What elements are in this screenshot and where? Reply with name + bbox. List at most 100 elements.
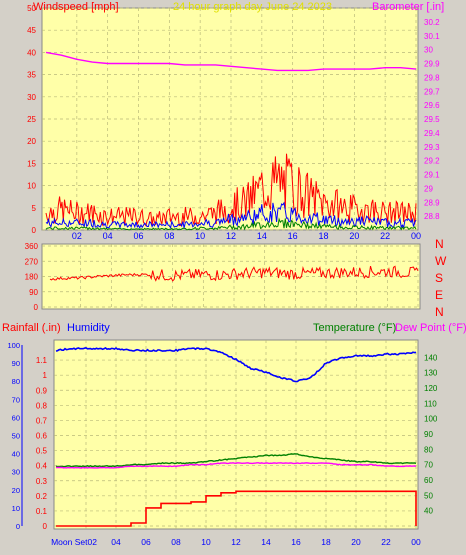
humidity-tick-label: 60 [12, 413, 20, 422]
wind-average-line [45, 201, 417, 230]
wind-x-tick-label: 04 [103, 231, 113, 241]
rain-humidity-temp-panel: 0 0.1 0.2 0.3 0.4 0.5 0.6 0.7 0.8 0.9 1 1.1 0 10 20 30 4… [7, 339, 438, 547]
wind-x-tick-label: 10 [195, 231, 205, 241]
rain-panel-axes: 0 0.1 0.2 0.3 0.4 0.5 0.6 0.7 0.8 0.9 1 1.1 0 10 20 30 4… [7, 341, 437, 547]
rainfall-tick-label: 0.4 [36, 462, 48, 471]
windspeed-tick-label: 15 [27, 159, 36, 168]
temperature-tick-label: 50 [424, 491, 433, 500]
rainfall-axis-label: Rainfall (.in) [2, 322, 61, 334]
rain-panel-grid [54, 340, 418, 529]
rainfall-tick-label: 1.1 [36, 356, 48, 365]
humidity-tick-label: 90 [12, 359, 20, 368]
rainfall-tick-label: 0.2 [36, 492, 48, 501]
barometer-tick-label: 30.2 [424, 18, 440, 27]
wind-gust-line [45, 153, 417, 227]
barometer-line [45, 51, 417, 72]
windspeed-tick-label: 20 [27, 137, 36, 146]
temperature-tick-label: 80 [424, 445, 433, 454]
windspeed-tick-label: 40 [27, 48, 36, 57]
barometer-tick-label: 29.3 [424, 143, 440, 152]
rain-x-tick-label: 12 [231, 537, 241, 547]
rain-panel-plot [55, 346, 417, 527]
direction-tick-label: 0 [34, 303, 39, 312]
humidity-tick-label: 40 [12, 450, 20, 459]
rain-x-tick-label: 10 [201, 537, 211, 547]
compass-label: E [435, 288, 443, 302]
rain-x-tick-label: 08 [171, 537, 181, 547]
temperature-tick-label: 90 [424, 430, 433, 439]
wind-panel-axes: 02 04 06 08 10 12 14 16 18 20 22 000510152025303540… [27, 4, 440, 241]
barometer-tick-label: 29.2 [424, 157, 440, 166]
barometer-tick-label: 29.6 [424, 101, 440, 110]
wind-x-tick-label: 08 [164, 231, 174, 241]
direction-tick-label: 90 [29, 288, 38, 297]
temperature-tick-label: 110 [424, 399, 437, 408]
dewpoint-line [56, 462, 417, 469]
temperature-axis-label: Temperature (°F) [313, 322, 396, 334]
rainfall-tick-label: 0 [43, 522, 48, 531]
windspeed-tick-label: 45 [27, 26, 36, 35]
humidity-tick-label: 30 [12, 468, 20, 477]
wind-x-tick-label: 20 [349, 231, 359, 241]
barometer-tick-label: 29 [424, 184, 433, 193]
dewpoint-axis-label: Dew Point (°F) [395, 322, 466, 334]
windspeed-tick-label: 35 [27, 71, 36, 80]
windspeed-tick-label: 50 [27, 4, 36, 13]
temperature-line [55, 453, 417, 468]
barometer-tick-label: 29.8 [424, 73, 440, 82]
temperature-tick-label: 40 [424, 507, 433, 516]
rain-x-tick-label: 04 [111, 537, 121, 547]
barometer-tick-label: 30 [424, 46, 433, 55]
barometer-tick-label: 29.5 [424, 115, 440, 124]
barometer-tick-label: 29.1 [424, 171, 440, 180]
windspeed-tick-label: 5 [32, 204, 37, 213]
barometer-tick-label: 29.7 [424, 87, 440, 96]
temperature-tick-label: 140 [424, 353, 438, 362]
compass-label: N [435, 237, 444, 251]
humidity-tick-label: 100 [7, 341, 20, 350]
rain-x-tick-label: Moon Set02 [51, 537, 97, 547]
barometer-axis-label: Barometer [.in] [372, 1, 444, 13]
humidity-tick-label: 20 [12, 486, 20, 495]
wind-x-tick-label: 22 [380, 231, 390, 241]
wind-x-tick-label: 02 [72, 231, 82, 241]
rainfall-tick-label: 1 [43, 371, 48, 380]
wind-x-tick-label: 18 [318, 231, 328, 241]
wind-x-tick-label: 06 [133, 231, 143, 241]
humidity-line [55, 346, 417, 383]
windspeed-tick-label: 30 [27, 93, 36, 102]
windspeed-tick-label: 0 [32, 226, 37, 235]
windspeed-axis-label: Windspeed [mph] [33, 1, 119, 13]
compass-label: N [435, 305, 444, 319]
barometer-tick-label: 29.4 [424, 129, 440, 138]
rain-x-tick-label: 16 [291, 537, 301, 547]
rain-x-tick-label: 22 [381, 537, 391, 547]
wind-direction-line [49, 265, 419, 282]
compass-label: W [435, 254, 447, 268]
direction-tick-label: 270 [25, 257, 39, 266]
rain-x-tick-label: 18 [321, 537, 331, 547]
direction-tick-label: 180 [25, 273, 39, 282]
rainfall-tick-label: 0.8 [36, 401, 48, 410]
direction-panel-grid [42, 244, 420, 309]
rainfall-tick-label: 0.6 [36, 432, 48, 441]
temperature-tick-label: 70 [424, 461, 433, 470]
wind-x-tick-label: 16 [288, 231, 298, 241]
temperature-tick-label: 130 [424, 369, 438, 378]
chart-title: 24 hour graph day June 24 2023 [173, 1, 332, 13]
barometer-tick-label: 29.9 [424, 60, 440, 69]
barometer-tick-label: 28.8 [424, 212, 440, 221]
temperature-tick-label: 100 [424, 415, 438, 424]
barometer-tick-label: 30.1 [424, 32, 440, 41]
temperature-tick-label: 60 [424, 476, 433, 485]
windspeed-tick-label: 10 [27, 182, 36, 191]
wind-x-tick-label: 00 [411, 231, 421, 241]
direction-panel-plot [49, 265, 419, 282]
humidity-tick-label: 80 [12, 377, 20, 386]
compass-label: S [435, 271, 443, 285]
rain-x-tick-label: 14 [261, 537, 271, 547]
rain-panel-bg [53, 339, 419, 530]
wind-barometer-panel: 02 04 06 08 10 12 14 16 18 20 22 000510152025303540… [27, 4, 440, 241]
